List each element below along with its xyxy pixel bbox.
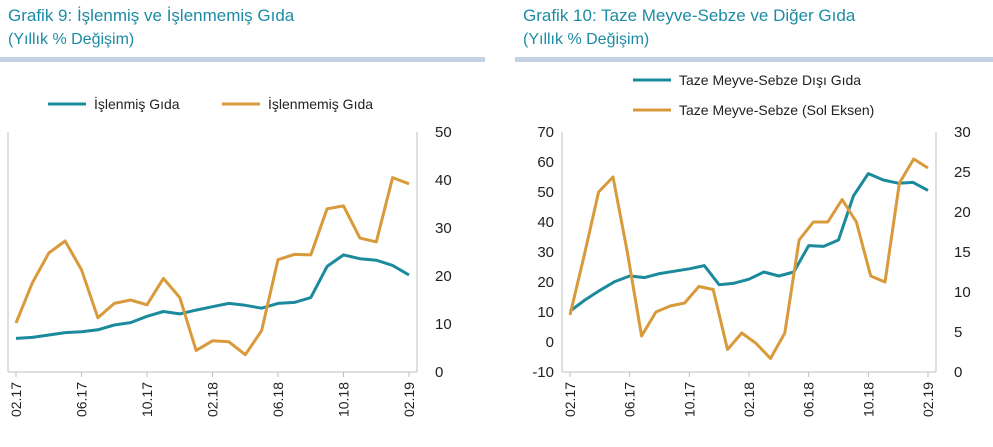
y-right-tick-label: 0 xyxy=(435,364,443,381)
chart-subtitle: (Yıllık % Değişim) xyxy=(523,31,650,48)
y-right-tick-label: 30 xyxy=(435,220,452,237)
y-left-tick-label: 10 xyxy=(537,304,554,321)
y-right-tick-label: 5 xyxy=(954,324,962,341)
y-right-tick-label: 40 xyxy=(435,172,452,189)
x-tick-label: 02.19 xyxy=(401,382,417,417)
x-tick-label: 02.17 xyxy=(8,382,24,417)
legend-label: Taze Meyve-Sebze Dışı Gıda xyxy=(679,72,861,88)
legend-label: Taze Meyve-Sebze (Sol Eksen) xyxy=(679,102,874,118)
chart-panel-fresh-produce: Grafik 10: Taze Meyve-Sebze ve Diğer Gıd… xyxy=(515,0,993,447)
y-right-tick-label: 20 xyxy=(435,268,452,285)
y-right-tick-label: 25 xyxy=(954,164,971,181)
y-left-tick-label: 0 xyxy=(546,334,554,351)
title-divider xyxy=(0,57,485,62)
x-tick-label: 06.17 xyxy=(622,382,638,417)
x-tick-label: 10.17 xyxy=(139,382,155,417)
y-left-tick-label: 20 xyxy=(537,274,554,291)
chart-title: Grafik 10: Taze Meyve-Sebze ve Diğer Gıd… xyxy=(523,6,856,25)
y-right-tick-label: 20 xyxy=(954,204,971,221)
x-tick-label: 02.17 xyxy=(562,382,578,417)
chart-title: Grafik 9: İşlenmiş ve İşlenmemiş Gıda xyxy=(8,6,295,25)
y-right-tick-label: 15 xyxy=(954,244,971,261)
y-left-tick-label: 60 xyxy=(537,154,554,171)
x-tick-label: 06.18 xyxy=(801,382,817,417)
y-left-tick-label: 40 xyxy=(537,214,554,231)
x-tick-label: 02.18 xyxy=(741,382,757,417)
y-right-tick-label: 50 xyxy=(435,124,452,141)
y-left-tick-label: 30 xyxy=(537,244,554,261)
y-left-tick-label: -10 xyxy=(532,364,554,381)
y-left-tick-label: 50 xyxy=(537,184,554,201)
y-right-tick-label: 10 xyxy=(954,284,971,301)
series-line xyxy=(568,157,929,360)
legend-label: İşlenmiş Gıda xyxy=(94,95,180,112)
title-divider xyxy=(515,57,993,62)
x-tick-label: 06.17 xyxy=(74,382,90,417)
series-line xyxy=(14,176,410,357)
x-tick-label: 06.18 xyxy=(270,382,286,417)
x-tick-label: 02.18 xyxy=(205,382,221,417)
x-tick-label: 02.19 xyxy=(920,382,936,417)
x-tick-label: 10.18 xyxy=(860,382,876,417)
y-right-tick-label: 0 xyxy=(954,364,962,381)
x-tick-label: 10.18 xyxy=(336,382,352,417)
y-left-tick-label: 70 xyxy=(537,124,554,141)
series-line xyxy=(15,253,410,340)
chart-plot-processed-food: 0 10 20 30 40 50 02.17 06.17 10.17 02.18 06.18 10.1… xyxy=(7,95,452,417)
chart-subtitle: (Yıllık % Değişim) xyxy=(8,31,135,48)
x-tick-label: 10.17 xyxy=(681,382,697,417)
y-right-tick-label: 30 xyxy=(954,124,971,141)
series-line xyxy=(569,172,929,313)
chart-panel-processed-food: Grafik 9: İşlenmiş ve İşlenmemiş Gıda (Y… xyxy=(0,0,485,447)
y-right-tick-label: 10 xyxy=(435,316,452,333)
chart-plot-fresh-produce: 0 5 10 15 20 25 30 -10 0 10 20 30 40 50 60 70 02.17 06.17… xyxy=(532,72,971,417)
legend-label: İşlenmemiş Gıda xyxy=(268,95,373,112)
